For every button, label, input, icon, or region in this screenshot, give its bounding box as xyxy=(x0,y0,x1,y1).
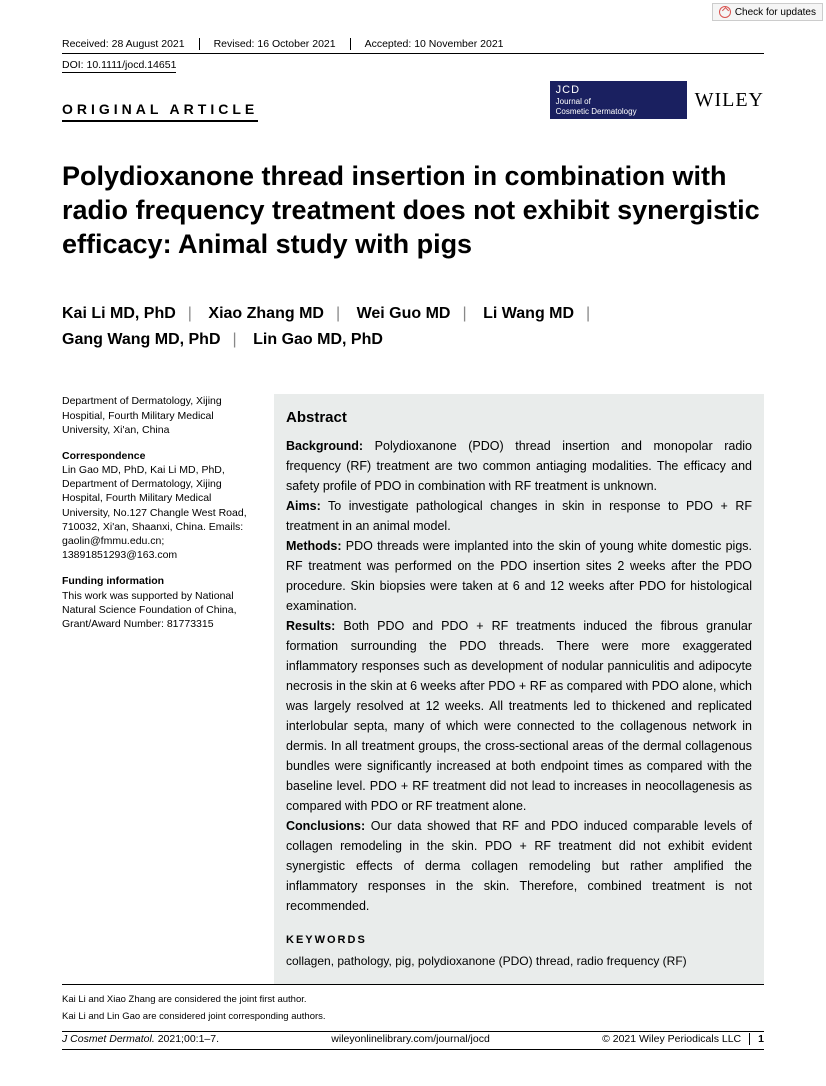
keywords-list: collagen, pathology, pig, polydioxanone … xyxy=(286,952,752,971)
methods-text: PDO threads were implanted into the skin… xyxy=(286,539,752,613)
date-revised: Revised: 16 October 2021 xyxy=(214,38,351,50)
check-updates-button[interactable]: Check for updates xyxy=(712,3,823,21)
date-received: Received: 28 August 2021 xyxy=(62,38,200,50)
results-text: Both PDO and PDO + RF treatments induced… xyxy=(286,619,752,813)
results-label: Results: xyxy=(286,619,335,633)
jcd-abbr: JCD xyxy=(556,84,637,97)
correspondence-heading: Correspondence xyxy=(62,449,262,463)
citation-rest: 2021;00:1–7. xyxy=(158,1033,219,1045)
copyright: © 2021 Wiley Periodicals LLC xyxy=(602,1033,741,1045)
sidebar-info: Department of Dermatology, Xijing Hospit… xyxy=(62,394,262,985)
affiliation: Department of Dermatology, Xijing Hospit… xyxy=(62,394,262,437)
jcd-full1: Journal of xyxy=(556,97,637,107)
abstract-heading: Abstract xyxy=(286,406,752,430)
author: Kai Li MD, PhD xyxy=(62,305,176,322)
citation-journal: J Cosmet Dermatol. xyxy=(62,1033,158,1045)
wiley-logo: WILEY xyxy=(695,89,764,112)
authors-list: Kai Li MD, PhD| Xiao Zhang MD| Wei Guo M… xyxy=(62,301,764,352)
author: Gang Wang MD, PhD xyxy=(62,331,221,348)
aims-text: To investigate pathological changes in s… xyxy=(286,499,752,533)
check-updates-label: Check for updates xyxy=(735,7,816,18)
background-label: Background: xyxy=(286,439,363,453)
doi: DOI: 10.1111/jocd.14651 xyxy=(62,59,176,73)
aims-label: Aims: xyxy=(286,499,321,513)
conclusions-label: Conclusions: xyxy=(286,819,365,833)
methods-label: Methods: xyxy=(286,539,342,553)
jcd-logo: JCD Journal of Cosmetic Dermatology xyxy=(550,81,687,119)
correspondence-text: Lin Gao MD, PhD, Kai Li MD, PhD, Departm… xyxy=(62,463,262,562)
author: Wei Guo MD xyxy=(357,305,451,322)
conclusions-text: Our data showed that RF and PDO induced … xyxy=(286,819,752,913)
page-number: 1 xyxy=(749,1033,764,1045)
bottom-bar: J Cosmet Dermatol. 2021;00:1–7. wileyonl… xyxy=(62,1033,764,1050)
article-type: ORIGINAL ARTICLE xyxy=(62,101,258,122)
refresh-icon xyxy=(719,6,731,18)
abstract-box: Abstract Background: Polydioxanone (PDO)… xyxy=(274,394,764,985)
logos: JCD Journal of Cosmetic Dermatology WILE… xyxy=(550,81,764,119)
dates-row: Received: 28 August 2021 Revised: 16 Oct… xyxy=(62,38,764,54)
journal-url: wileyonlinelibrary.com/journal/jocd xyxy=(331,1033,490,1045)
funding-text: This work was supported by National Natu… xyxy=(62,589,262,632)
funding-heading: Funding information xyxy=(62,574,262,588)
footer-notes: Kai Li and Xiao Zhang are considered the… xyxy=(62,984,764,1032)
author: Xiao Zhang MD xyxy=(208,305,324,322)
keywords-heading: KEYWORDS xyxy=(286,932,752,950)
author: Li Wang MD xyxy=(483,305,574,322)
date-accepted: Accepted: 10 November 2021 xyxy=(365,38,518,50)
jcd-full2: Cosmetic Dermatology xyxy=(556,107,637,117)
article-title: Polydioxanone thread insertion in combin… xyxy=(62,160,764,261)
author: Lin Gao MD, PhD xyxy=(253,331,383,348)
footnote-2: Kai Li and Lin Gao are considered joint … xyxy=(62,1008,764,1025)
footnote-1: Kai Li and Xiao Zhang are considered the… xyxy=(62,991,764,1008)
